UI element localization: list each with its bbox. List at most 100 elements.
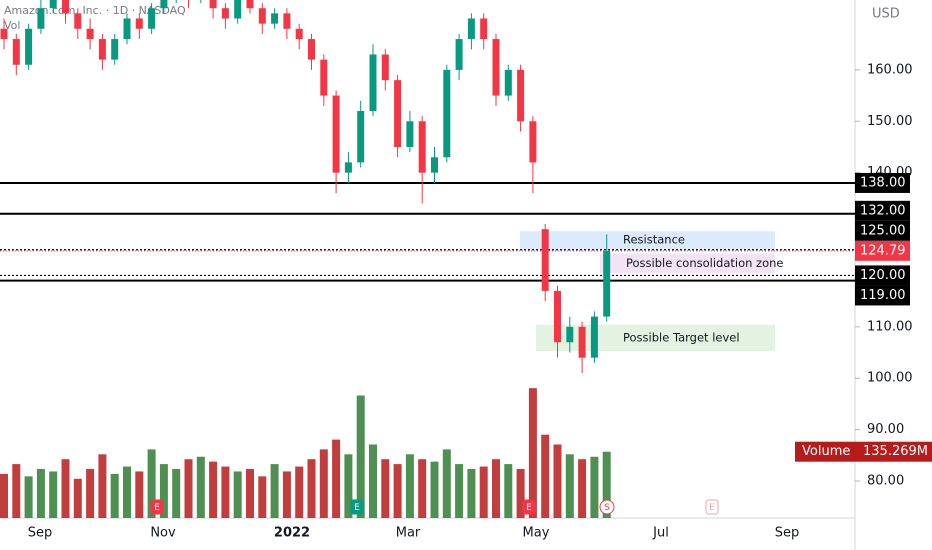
- volume-bar: [110, 473, 119, 518]
- candle-body: [344, 162, 352, 173]
- volume-bar: [393, 464, 402, 518]
- candle-body: [74, 13, 82, 29]
- volume-bar: [307, 459, 316, 518]
- event-label: E: [354, 503, 360, 513]
- candle-body: [86, 28, 94, 40]
- candle-body: [418, 121, 426, 173]
- zone-label: Resistance: [623, 233, 685, 247]
- candle-body: [25, 28, 33, 65]
- candle-body: [62, 0, 69, 14]
- candle-body: [295, 28, 303, 40]
- candle-body: [480, 18, 488, 40]
- candle-body: [517, 69, 525, 122]
- volume-bar: [147, 449, 156, 518]
- volume-bar: [565, 454, 574, 518]
- y-tick-label: 100.00: [867, 371, 913, 386]
- zone: [520, 231, 775, 250]
- event-label: S: [604, 503, 610, 513]
- candle-body: [504, 69, 512, 96]
- volume-bar: [135, 471, 144, 518]
- candle-body: [209, 0, 217, 9]
- volume-bar: [430, 461, 439, 518]
- volume-bar: [602, 451, 611, 518]
- candle-body: [12, 39, 20, 65]
- level-label: 125.00: [860, 223, 906, 238]
- level-label-bg: [855, 285, 910, 306]
- volume-bar: [516, 469, 525, 518]
- event-label: E: [526, 503, 532, 513]
- event-label: E: [709, 503, 715, 513]
- volume-bar: [282, 471, 291, 518]
- volume-bar: [123, 466, 131, 518]
- candle-body: [246, 0, 254, 9]
- volume-bar: [270, 464, 279, 518]
- candle-body: [357, 111, 365, 163]
- volume-bar: [405, 454, 414, 518]
- level-label-bg: [855, 265, 910, 286]
- volume-bar: [356, 395, 365, 518]
- volume-bar: [504, 464, 513, 518]
- y-tick-label: 110.00: [867, 319, 913, 334]
- candle-body: [467, 18, 475, 40]
- candle-body: [98, 39, 106, 60]
- volume-bar: [344, 454, 353, 518]
- volume-bar: [184, 459, 193, 518]
- volume-bar: [172, 469, 181, 518]
- volume-bar: [479, 466, 488, 518]
- level-label-bg: [855, 220, 910, 241]
- candle-body: [578, 326, 586, 358]
- x-tick-label: Sep: [775, 526, 800, 541]
- volume-bar: [295, 466, 304, 518]
- volume-bar: [369, 444, 377, 518]
- candle-body: [541, 229, 549, 291]
- candle-body: [271, 13, 279, 24]
- volume-bar: [209, 461, 218, 518]
- volume-bar: [86, 469, 95, 518]
- volume-name: Volume: [802, 444, 850, 459]
- symbol-title: Amazon.com, Inc. · 1D · NASDAQ: [4, 4, 186, 17]
- candle-body: [123, 18, 131, 40]
- volume-bar: [578, 459, 587, 518]
- volume-bar: [73, 478, 82, 518]
- candle-body: [332, 95, 340, 173]
- event-badge: [350, 499, 364, 515]
- candle-body: [160, 0, 168, 9]
- volume-bar: [442, 449, 451, 518]
- candle-body: [603, 250, 611, 317]
- x-tick-label: May: [523, 526, 550, 541]
- volume-bar: [418, 459, 427, 518]
- x-tick-label: Mar: [396, 526, 421, 541]
- volume-label-bg: [795, 441, 932, 462]
- volume-bar: [221, 466, 230, 518]
- candle-body: [234, 0, 242, 19]
- candle-body: [49, 0, 57, 9]
- candle-body: [554, 290, 561, 343]
- volume-bar: [467, 469, 476, 518]
- candle-body: [566, 326, 574, 343]
- volume-bar: [258, 476, 267, 518]
- event-badge: [522, 499, 536, 515]
- candle-body: [406, 121, 414, 147]
- level-label-bg: [855, 172, 910, 193]
- y-tick-label: 160.00: [867, 62, 913, 77]
- volume-bar: [553, 444, 562, 518]
- candle-body: [148, 8, 156, 29]
- y-tick-label: 150.00: [867, 114, 913, 129]
- volume-bar: [98, 454, 107, 518]
- candle-body: [394, 80, 402, 147]
- event-label: E: [154, 503, 160, 513]
- candle-body: [258, 8, 266, 24]
- volume-bar: [319, 449, 328, 518]
- volume-bar: [196, 456, 205, 518]
- candle-body: [529, 121, 537, 163]
- last-price-label-bg: [855, 240, 910, 261]
- volume-bar: [0, 473, 8, 518]
- event-badge: [150, 499, 164, 515]
- candle-body: [111, 39, 119, 60]
- level-label: 120.00: [860, 268, 906, 283]
- zone-label: Possible consolidation zone: [626, 256, 784, 270]
- candle-body: [308, 39, 315, 60]
- event-badge: [705, 499, 719, 515]
- volume-bar: [61, 459, 70, 518]
- candle-body: [492, 39, 500, 96]
